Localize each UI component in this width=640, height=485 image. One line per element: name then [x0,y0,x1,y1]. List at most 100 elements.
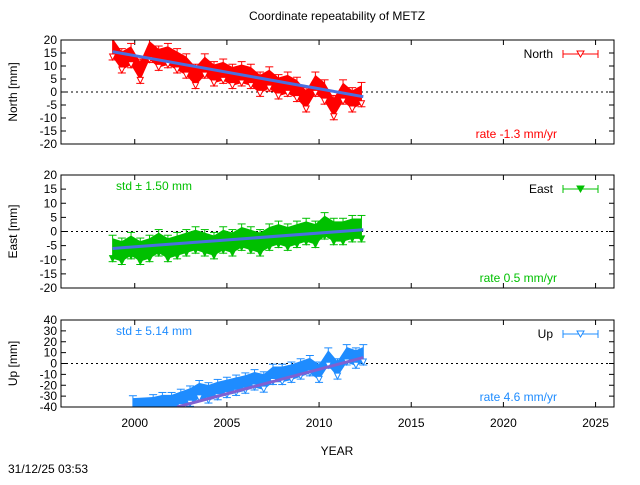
data-point [150,409,156,415]
x-axis-label: YEAR [321,444,354,458]
data-point [154,63,163,72]
x-tick-label: 2015 [398,416,425,430]
data-series [108,40,366,121]
y-tick-label: 15 [44,46,58,60]
x-tick-label: 2025 [582,416,609,430]
y-axis-label: East [mm] [6,204,20,258]
data-point [237,243,246,252]
rate-annotation: rate 0.5 mm/yr [480,271,557,285]
y-tick-label: 10 [44,196,58,210]
data-point [330,113,338,121]
plot-frame [60,39,615,145]
data-point [302,238,310,246]
y-tick-label: -5 [46,98,57,112]
data-point [339,97,347,106]
data-point [357,100,366,108]
x-tick-label: 2005 [214,416,241,430]
timestamp: 31/12/25 03:53 [8,462,89,476]
data-point [302,105,310,114]
data-point [247,246,255,255]
y-tick-label: -15 [40,267,58,281]
y-axis-label: Up [mm] [6,341,20,386]
y-tick-label: -15 [40,124,58,138]
rate-annotation: rate 4.6 mm/yr [480,390,557,404]
data-point [228,82,237,90]
y-tick-label: 0 [50,225,57,239]
data-point [219,76,228,85]
data-point [265,84,274,93]
data-point [200,71,209,80]
y-tick-label: 40 [44,313,58,327]
data-point [274,241,283,249]
data-point [210,79,218,88]
data-point [108,53,117,62]
data-point [348,105,357,114]
data-point [200,249,209,258]
data-point [164,255,172,263]
data-point [145,255,154,263]
x-tick-label: 2000 [121,416,148,430]
y-tick-label: -20 [40,137,58,151]
y-tick-label: 20 [44,33,58,47]
y-tick-label: -20 [40,281,58,295]
data-point [167,406,176,407]
data-point [330,238,338,246]
y-tick-label: -10 [40,111,58,125]
std-annotation: std ± 5.14 mm [116,324,192,338]
data-point [339,238,347,246]
y-tick-label: -30 [40,389,58,403]
y-tick-label: 10 [44,59,58,73]
data-point [173,252,181,260]
x-tick-label: 2010 [306,416,333,430]
data-point [315,375,323,384]
legend-label: North [524,47,553,61]
legend-marker-icon [576,50,585,58]
trend-line [176,356,364,407]
y-tick-label: -10 [40,367,58,381]
y-axis-label: North [mm] [6,62,20,121]
y-tick-label: 20 [44,335,58,349]
data-point [259,385,268,394]
data-point [256,89,264,98]
y-tick-label: 5 [50,210,57,224]
data-point [247,82,255,90]
y-tick-label: -10 [40,253,58,267]
plot-frame [60,174,615,289]
data-point [127,61,135,69]
data-point [311,241,320,249]
data-point [357,235,366,244]
data-point [219,246,228,255]
data-point [182,249,191,258]
legend-marker-icon [576,185,585,193]
data-point [293,241,301,249]
rate-annotation: rate -1.3 mm/yr [476,127,557,141]
data-point [108,255,117,263]
x-tick-label: 2020 [490,416,517,430]
y-tick-label: 10 [44,346,58,360]
data-point [311,89,320,98]
data-point [182,71,191,80]
data-point [154,249,163,258]
trend-line [112,50,364,99]
data-point [118,257,126,266]
data-point [195,394,204,402]
data-point [173,66,181,75]
data-point [237,79,246,88]
data-point [228,249,237,258]
y-tick-label: -5 [46,239,57,253]
y-tick-label: 15 [44,182,58,196]
data-point [210,252,218,260]
y-tick-label: 0 [50,357,57,371]
y-tick-label: -40 [40,400,58,414]
data-point [333,372,342,381]
y-tick-label: 5 [50,72,57,86]
data-point [191,82,200,90]
plot-frame [60,319,615,408]
data-series [108,212,366,266]
data-point [256,249,264,258]
data-point [283,89,292,98]
